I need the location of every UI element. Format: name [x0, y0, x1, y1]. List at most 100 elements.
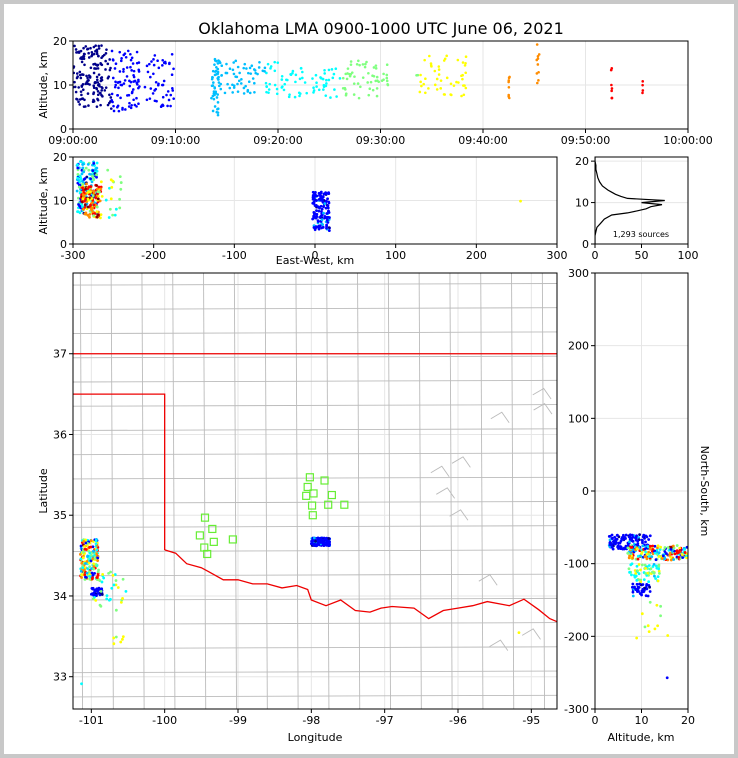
- source-point: [657, 551, 661, 555]
- source-point: [663, 550, 667, 553]
- source-point: [615, 537, 619, 541]
- source-point: [105, 594, 109, 598]
- source-point: [636, 569, 639, 573]
- source-point: [129, 106, 133, 110]
- source-point: [111, 179, 115, 183]
- source-point: [322, 85, 326, 89]
- source-point: [96, 213, 100, 217]
- source-point: [653, 574, 656, 578]
- source-point: [456, 58, 460, 62]
- source-point: [423, 58, 426, 62]
- source-point: [73, 85, 77, 89]
- source-point: [247, 71, 250, 75]
- source-point: [385, 63, 389, 67]
- source-point: [508, 75, 511, 79]
- source-point: [85, 571, 89, 575]
- source-point: [673, 552, 677, 556]
- eastwest-points: [75, 159, 522, 233]
- source-point: [92, 567, 96, 571]
- source-point: [225, 62, 228, 66]
- source-point: [80, 576, 83, 579]
- source-point: [116, 105, 119, 109]
- source-point: [112, 642, 116, 646]
- source-point: [325, 82, 328, 85]
- source-point: [89, 559, 93, 563]
- source-point: [653, 544, 657, 548]
- source-point: [610, 67, 614, 70]
- source-point: [211, 109, 215, 113]
- station-marker: [324, 500, 333, 509]
- source-point: [361, 63, 365, 66]
- source-point: [79, 569, 83, 573]
- histogram-x-ticks: 0 50 100: [592, 244, 699, 262]
- source-point: [95, 161, 99, 165]
- source-point: [120, 57, 123, 60]
- source-point: [112, 583, 116, 587]
- source-point: [92, 189, 96, 193]
- source-point: [449, 82, 453, 86]
- x-tick-label: 09:10:00: [151, 134, 200, 147]
- source-point: [507, 96, 511, 100]
- source-point: [316, 219, 320, 223]
- northsouth-x-axis-label: Altitude, km: [607, 731, 674, 744]
- source-point: [119, 640, 123, 644]
- source-point: [103, 89, 107, 92]
- source-point: [275, 87, 279, 91]
- source-point: [92, 191, 96, 195]
- northsouth-grid: [594, 272, 689, 710]
- source-point: [96, 93, 100, 97]
- source-point: [81, 166, 85, 170]
- source-point: [634, 535, 638, 539]
- source-point: [646, 624, 650, 628]
- county-line: [172, 273, 176, 709]
- source-point: [210, 96, 213, 100]
- source-point: [95, 173, 98, 177]
- source-point: [323, 72, 326, 75]
- source-point: [211, 75, 214, 79]
- source-point: [439, 87, 443, 90]
- source-point: [648, 544, 652, 548]
- map-frame: [72, 272, 558, 710]
- source-point: [82, 199, 86, 203]
- source-point: [92, 63, 95, 66]
- source-point: [88, 577, 92, 581]
- source-point: [104, 52, 108, 55]
- source-point: [628, 535, 632, 539]
- source-point: [136, 83, 139, 86]
- source-point: [385, 76, 389, 80]
- source-point: [95, 48, 99, 52]
- x-tick-label: 0: [312, 249, 319, 262]
- source-point: [517, 631, 521, 635]
- source-point: [248, 91, 252, 95]
- source-point: [635, 547, 639, 551]
- source-point: [419, 80, 422, 84]
- source-point: [114, 83, 118, 87]
- source-point: [87, 168, 91, 172]
- source-point: [114, 583, 118, 587]
- source-point: [424, 77, 427, 81]
- source-point: [109, 570, 112, 574]
- source-point: [636, 587, 640, 591]
- source-point: [665, 676, 669, 680]
- source-point: [80, 60, 84, 64]
- source-point: [457, 81, 460, 84]
- source-point: [322, 538, 325, 542]
- source-point: [119, 181, 123, 184]
- source-point: [161, 95, 165, 99]
- source-point: [169, 104, 172, 108]
- source-point: [118, 197, 122, 201]
- source-point: [323, 202, 327, 206]
- source-point: [127, 105, 131, 108]
- source-point: [114, 207, 118, 211]
- source-point: [265, 71, 268, 75]
- longitude-ticks: -101 -100 -99 -98 -97 -96 -95: [79, 709, 540, 727]
- source-point: [131, 62, 135, 65]
- source-point: [318, 206, 321, 210]
- county-line: [79, 273, 83, 709]
- x-tick-label: 09:50:00: [561, 134, 610, 147]
- source-point: [452, 84, 456, 87]
- source-point: [117, 109, 121, 113]
- source-point: [234, 75, 237, 78]
- source-point: [234, 59, 238, 63]
- source-point: [172, 67, 175, 71]
